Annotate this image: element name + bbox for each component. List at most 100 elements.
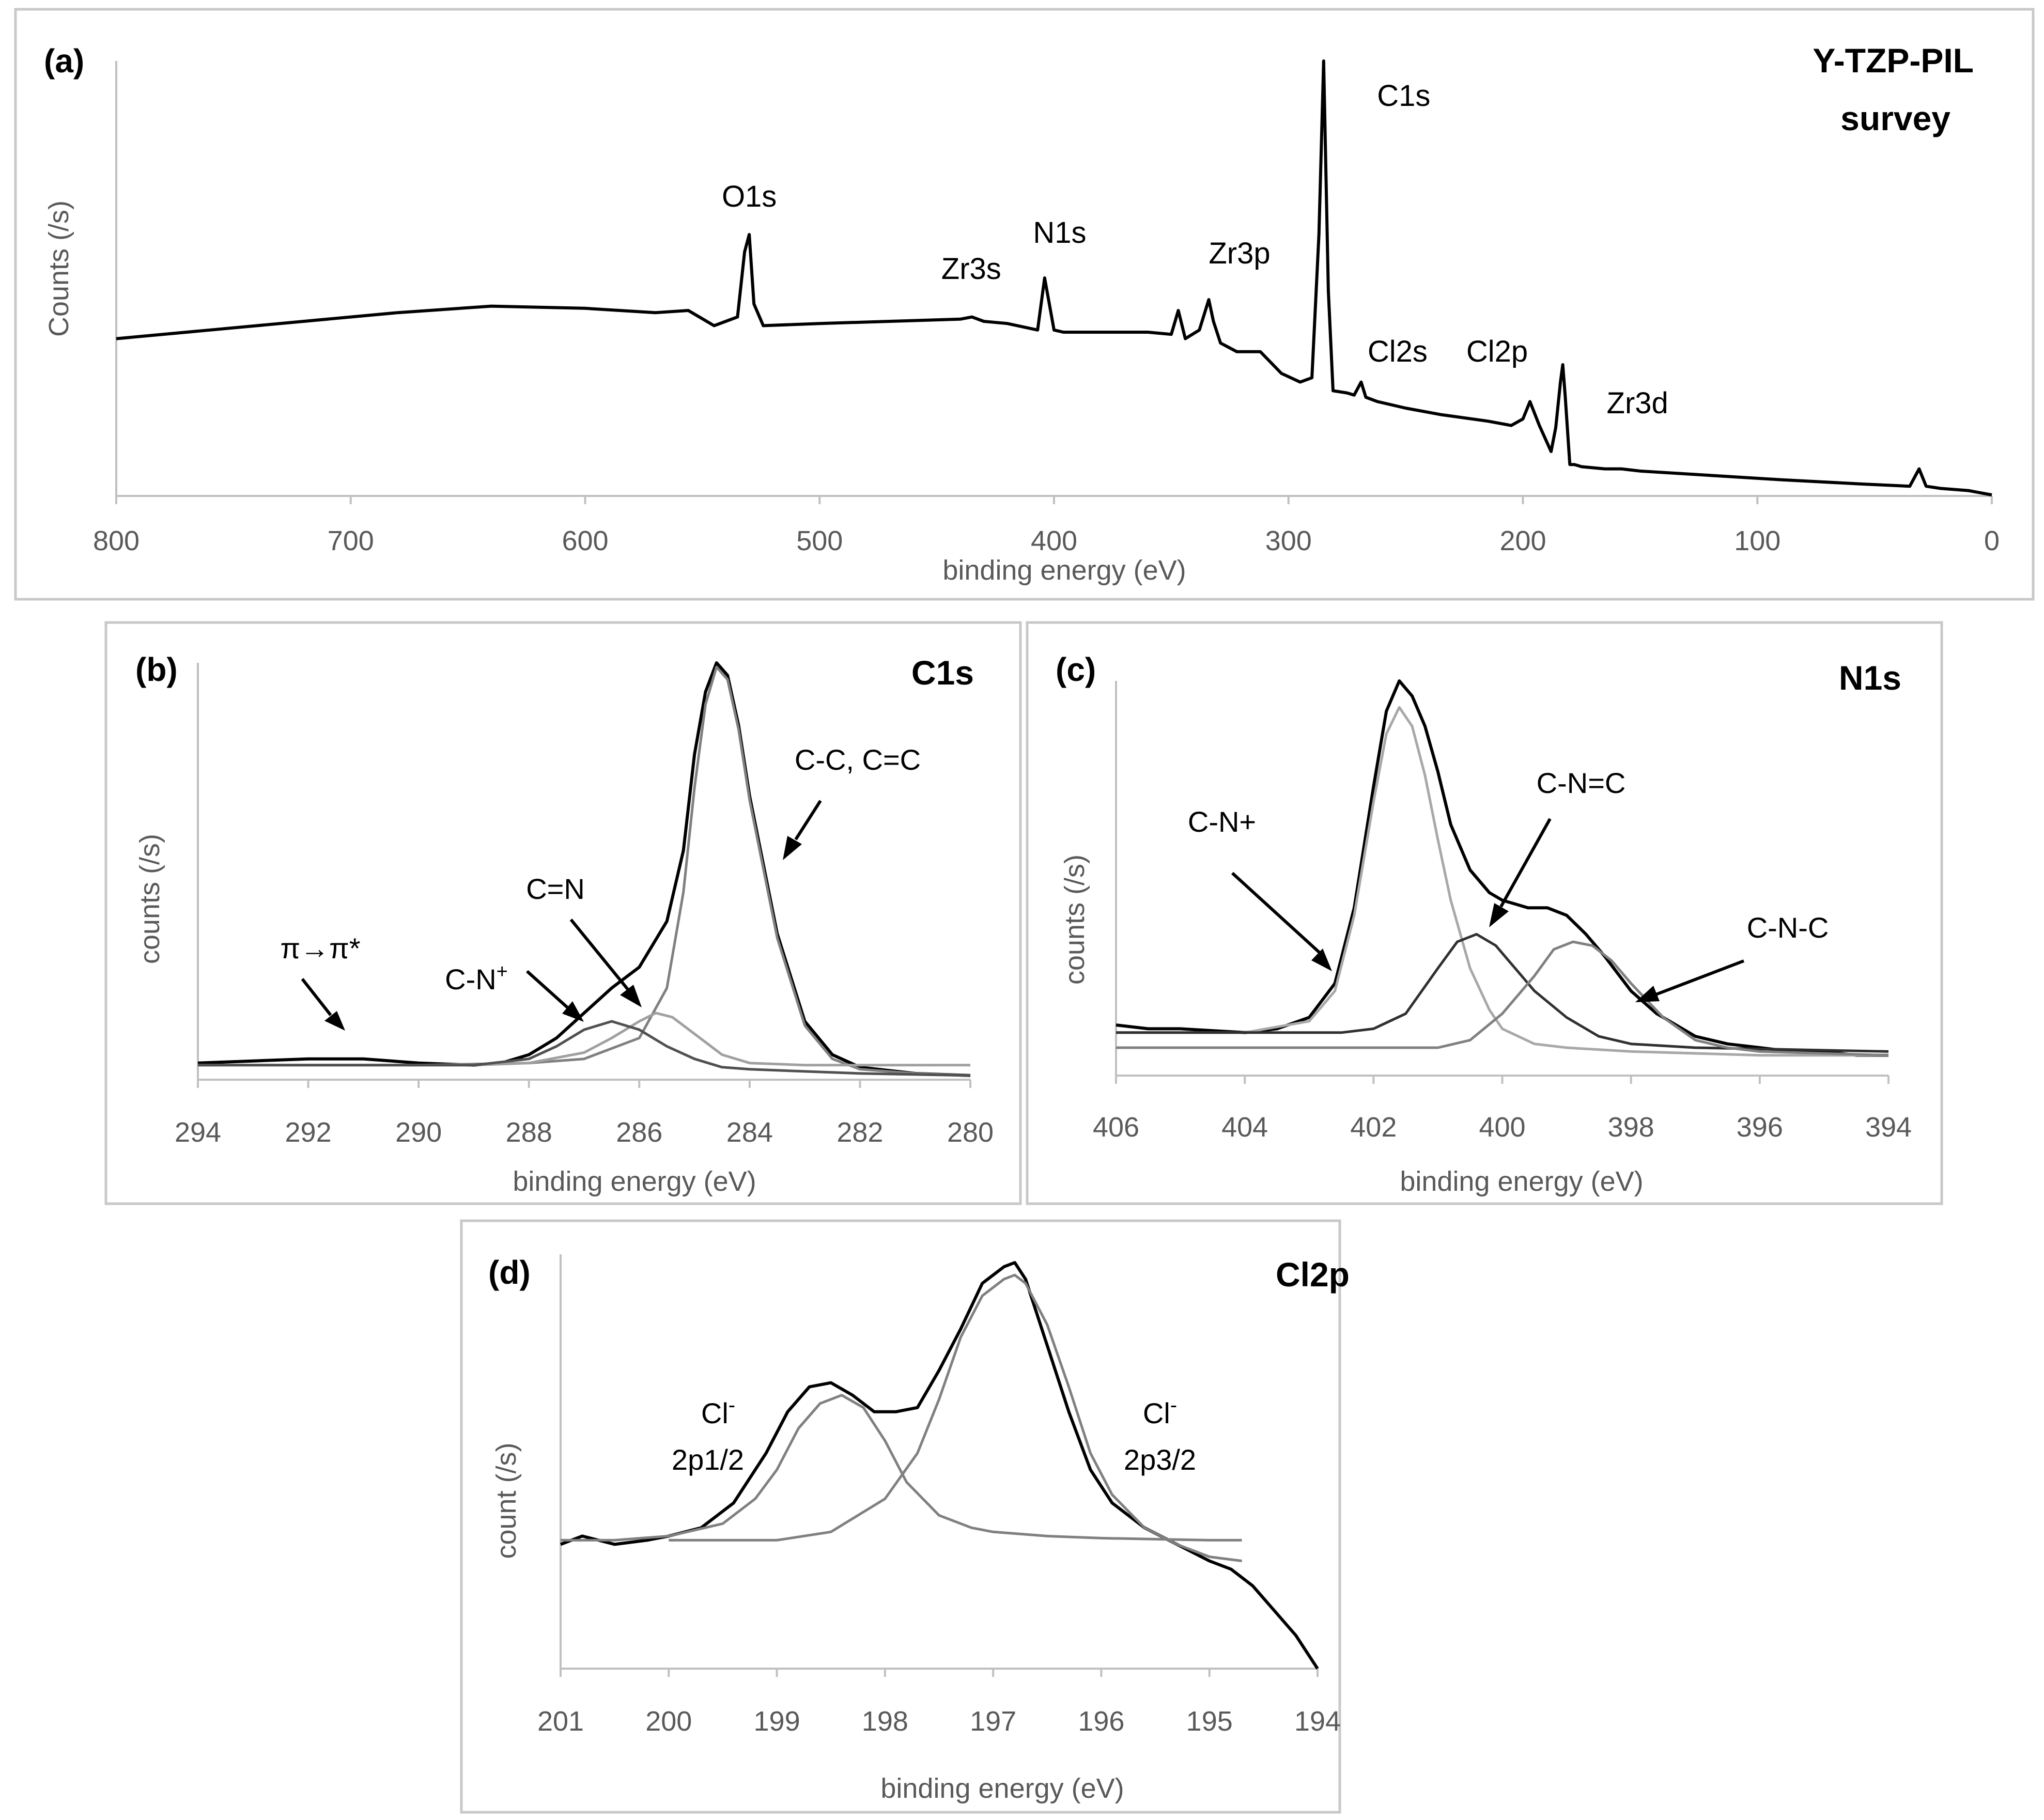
panel-d-annotations: Cl- 2p1/2 Cl- 2p3/2: [672, 1394, 1196, 1476]
panel-a-annotations: O1s Zr3s N1s Zr3p C1s Cl2s Cl2p Zr3d: [722, 79, 1668, 420]
peak-label-cl2p: Cl2p: [1466, 335, 1528, 368]
panel-c-axes: 406 404 402 400 398 396 394: [1093, 681, 1912, 1143]
panel-d-title: Cl2p: [1276, 1255, 1350, 1294]
arrowhead-c-n-plus: [562, 1001, 584, 1022]
annotation-cl-2p12-sup: -: [729, 1394, 735, 1417]
panel-c-x-tick-label: 400: [1479, 1112, 1525, 1143]
panel-b-x-tick-label: 284: [726, 1117, 773, 1148]
panel-d-series-cl-2p3-2: [669, 1273, 1242, 1562]
annotation-cl-2p32-line2: 2p3/2: [1124, 1443, 1196, 1476]
arrowhead-c-c-c-eq-c: [783, 836, 802, 860]
annotation-cl-2p12: Cl-: [701, 1394, 735, 1429]
peak-label-zr3d: Zr3d: [1607, 386, 1668, 420]
panel-b-series-c-n: [198, 1012, 970, 1067]
annotation-cl-2p12-line2: 2p1/2: [672, 1443, 744, 1476]
panel-a-x-tick-label: 800: [93, 525, 140, 556]
annotation-c-n-plus-c: C-N+: [1188, 805, 1256, 838]
panel-c-series-c-n-c: [1116, 940, 1889, 1057]
annotation-c-c-c-eq-c: C-C, C=C: [795, 743, 921, 776]
panel-c-title: N1s: [1839, 659, 1901, 697]
panel-d-x-tick-label: 198: [862, 1706, 908, 1737]
panel-a-xlabel: binding energy (eV): [942, 555, 1186, 586]
panel-b-title: C1s: [911, 654, 974, 692]
panel-a-x-tick-label: 700: [328, 525, 374, 556]
panel-b-frame: [104, 621, 1022, 1205]
panel-c-label: (c): [1056, 651, 1096, 688]
panel-b-xlabel: binding energy (eV): [513, 1166, 756, 1197]
peak-label-cl2s: Cl2s: [1368, 335, 1428, 368]
arrowhead-c-eq-n: [620, 985, 642, 1007]
panel-d-ylabel: count (/s): [491, 1442, 522, 1559]
annotation-c-n-c: C-N-C: [1747, 911, 1829, 944]
panel-d-frame: [460, 1219, 1341, 1814]
arrow-c-n-plus: [525, 970, 569, 1009]
annotation-cl-2p32-text: Cl: [1143, 1397, 1170, 1429]
panel-c-frame: [1026, 621, 1943, 1205]
arrow-c-c-c-eq-c: [794, 800, 822, 841]
panel-b-x-tick-label: 294: [175, 1117, 221, 1148]
panel-b-x-tick-label: 292: [285, 1117, 332, 1148]
panel-b-ylabel: counts (/s): [134, 834, 165, 964]
arrow-c-n-plus-c: [1231, 872, 1322, 955]
panel-d-axes: 201 200 199 198 197 196 195 194: [537, 1254, 1341, 1737]
panel-b-x-tick-label: 288: [506, 1117, 552, 1148]
panel-d-x-tick-label: 196: [1078, 1706, 1124, 1737]
panel-b-x-tick-label: 286: [616, 1117, 662, 1148]
panel-d-series-cl-2p1-2: [561, 1394, 1242, 1542]
panel-a-series-survey: [116, 59, 1992, 496]
panel-c-x-tick-label: 396: [1737, 1112, 1783, 1143]
annotation-cl-2p32: Cl-: [1143, 1394, 1177, 1429]
panel-d-x-tick-label: 200: [645, 1706, 692, 1737]
panel-b-series-c-c-c-c: [198, 665, 971, 1077]
annotation-c-eq-n: C=N: [526, 873, 585, 905]
panel-a-label: (a): [44, 42, 84, 80]
panel-a-x-tick-label: 100: [1734, 525, 1780, 556]
panel-b-x-tick-label: 290: [395, 1117, 442, 1148]
panel-a-x-tick-label: 0: [1984, 525, 2000, 556]
peak-label-zr3s: Zr3s: [941, 252, 1001, 286]
arrowhead-c-n-eq-c: [1489, 903, 1509, 927]
panel-b-series: [197, 661, 971, 1077]
panel-a-ylabel: Counts (/s): [43, 200, 74, 337]
arrow-pi-pi-star: [301, 978, 332, 1016]
arrowhead-pi-pi-star: [324, 1011, 345, 1031]
annotation-c-n-eq-c: C-N=C: [1537, 767, 1626, 799]
panel-a-x-tick-label: 600: [562, 525, 608, 556]
panel-a-title-line2: survey: [1840, 99, 1950, 137]
panel-c-xlabel: binding energy (eV): [1400, 1166, 1643, 1197]
annotation-c-n-plus-sup: +: [497, 961, 508, 983]
panel-b-x-tick-label: 282: [837, 1117, 883, 1148]
panel-d-x-tick-label: 199: [754, 1706, 800, 1737]
panel-c-annotations: C-N+ C-N=C C-N-C: [1188, 767, 1829, 1002]
panel-d-x-tick-label: 201: [537, 1706, 584, 1737]
panel-d-cl2p: (d) Cl2p count (/s) binding energy (eV) …: [460, 1219, 1350, 1814]
peak-label-n1s: N1s: [1033, 216, 1086, 250]
panel-a-x-tick-label: 200: [1499, 525, 1546, 556]
peak-label-c1s: C1s: [1377, 79, 1430, 113]
arrowhead-c-n-plus-c: [1311, 948, 1332, 971]
panel-b-series-c-n-: [198, 1020, 971, 1077]
panel-c-n1s: (c) N1s counts (/s) binding energy (eV) …: [1026, 621, 1943, 1205]
panel-a-x-tick-label: 400: [1031, 525, 1077, 556]
panel-b-c1s: (b) C1s counts (/s) binding energy (eV) …: [104, 621, 1022, 1205]
panel-a-survey: (a) Y-TZP-PIL survey Counts (/s) binding…: [14, 8, 2035, 601]
panel-c-x-tick-label: 398: [1608, 1112, 1654, 1143]
panel-a-title-line1: Y-TZP-PIL: [1813, 41, 1974, 80]
panel-a-frame: [14, 8, 2035, 601]
annotation-cl-2p32-sup: -: [1170, 1394, 1177, 1417]
panel-d-series-envelope: [560, 1261, 1319, 1670]
panel-d-x-tick-label: 194: [1294, 1706, 1341, 1737]
annotation-pi-pi-star: π→π*: [280, 932, 360, 965]
annotation-c-n-plus: C-N+: [445, 961, 508, 995]
panel-d-x-tick-label: 197: [970, 1706, 1016, 1737]
panel-a-x-tick-label: 500: [796, 525, 843, 556]
panel-b-label: (b): [135, 651, 178, 688]
panel-c-series: [1116, 679, 1889, 1057]
panel-d-series: [560, 1261, 1319, 1670]
peak-label-zr3p: Zr3p: [1209, 237, 1270, 270]
panel-a-axes: 800 700 600 500 400 300 200 100 0: [93, 61, 2000, 556]
panel-c-x-tick-label: 394: [1865, 1112, 1912, 1143]
panel-a-x-tick-label: 300: [1265, 525, 1312, 556]
arrow-c-n-eq-c: [1499, 818, 1552, 908]
